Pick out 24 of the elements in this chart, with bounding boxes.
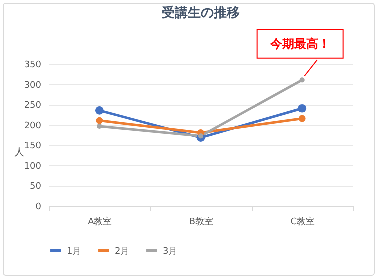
y-tick-label: 300: [24, 80, 42, 91]
legend-label: 1月: [67, 247, 82, 257]
y-tick-label: 150: [24, 142, 42, 152]
y-axis-title: 人: [14, 148, 24, 158]
point: [96, 117, 104, 124]
point: [97, 124, 102, 130]
y-tick-label: 0: [36, 202, 42, 212]
x-tick-label: B教室: [189, 216, 214, 228]
point: [95, 106, 104, 115]
point: [198, 134, 204, 139]
chart-title: 受講生の推移: [161, 5, 240, 22]
y-tick-label: 250: [24, 101, 42, 112]
y-tick-label: 350: [24, 60, 42, 70]
x-tick-label: C教室: [290, 216, 315, 228]
point: [300, 78, 305, 83]
legend-label: 3月: [163, 247, 178, 257]
y-tick-label: 100: [24, 162, 42, 172]
x-tick-label: A教室: [88, 216, 112, 228]
legend-label: 2月: [115, 247, 130, 257]
annotation: 今期最高！: [269, 37, 330, 52]
y-tick-label: 200: [24, 121, 42, 132]
point: [298, 115, 306, 122]
y-tick-label: 50: [30, 182, 42, 192]
point: [298, 104, 307, 113]
